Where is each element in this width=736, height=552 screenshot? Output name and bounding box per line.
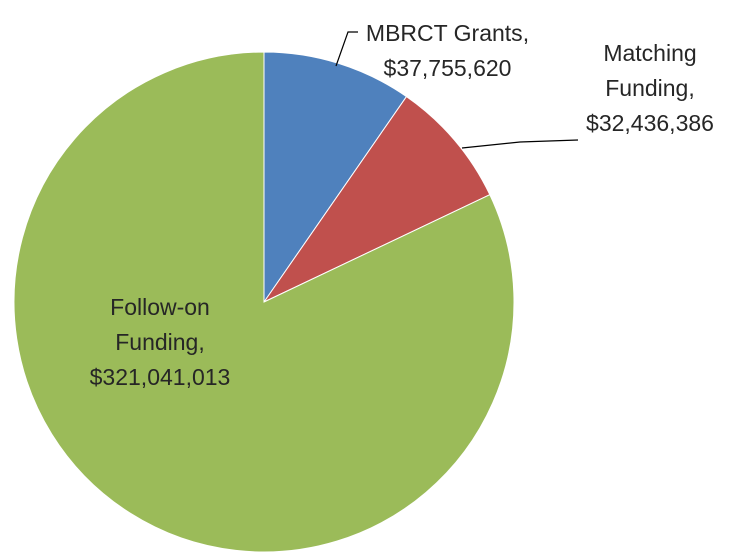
pie (13, 51, 515, 552)
label-name: Follow-on Funding (110, 294, 210, 355)
leader-line (335, 31, 358, 67)
pie-slice (262, 95, 491, 304)
label-value: $37,755,620 (383, 55, 512, 81)
data-label: Follow-on Funding, $321,041,013 (70, 290, 250, 395)
label-value: $32,436,386 (586, 110, 714, 136)
label-name: Matching Funding (603, 40, 697, 101)
pie-slice (263, 51, 408, 304)
label-separator: , (522, 20, 530, 46)
data-label: MBRCT Grants, $37,755,620 (340, 16, 555, 86)
leader-line (461, 139, 579, 149)
label-name: MBRCT Grants (365, 20, 523, 46)
label-value: $321,041,013 (89, 364, 231, 390)
pie-slice (13, 51, 515, 552)
data-label: Matching Funding, $32,436,386 (570, 36, 730, 141)
label-separator: , (198, 329, 205, 355)
label-separator: , (688, 75, 695, 101)
